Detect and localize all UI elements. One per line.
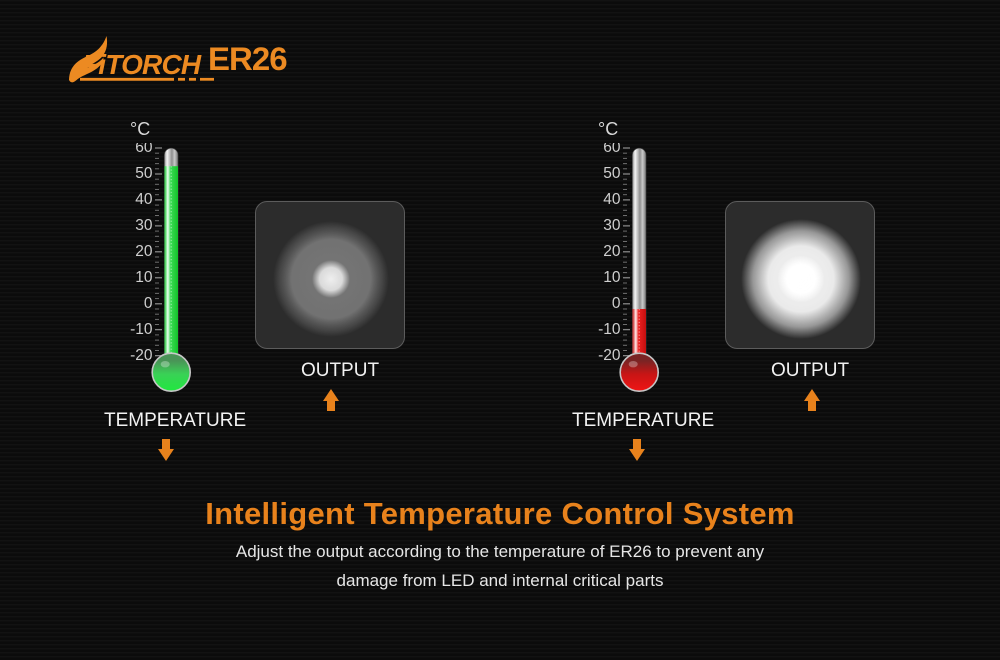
- svg-text:0: 0: [612, 295, 621, 312]
- svg-text:40: 40: [603, 191, 621, 208]
- svg-text:50: 50: [135, 165, 153, 182]
- svg-text:0: 0: [144, 295, 153, 312]
- svg-text:-20: -20: [130, 347, 153, 364]
- svg-text:-20: -20: [598, 347, 621, 364]
- svg-text:30: 30: [135, 217, 153, 234]
- svg-text:20: 20: [603, 243, 621, 260]
- svg-text:FiTORCH: FiTORCH: [82, 49, 202, 80]
- svg-text:-10: -10: [598, 321, 621, 338]
- svg-text:60: 60: [603, 143, 621, 156]
- svg-text:20: 20: [135, 243, 153, 260]
- svg-text:10: 10: [135, 269, 153, 286]
- svg-text:60: 60: [135, 143, 153, 156]
- svg-text:10: 10: [603, 269, 621, 286]
- svg-text:30: 30: [603, 217, 621, 234]
- svg-text:-10: -10: [130, 321, 153, 338]
- svg-text:50: 50: [603, 165, 621, 182]
- svg-text:40: 40: [135, 191, 153, 208]
